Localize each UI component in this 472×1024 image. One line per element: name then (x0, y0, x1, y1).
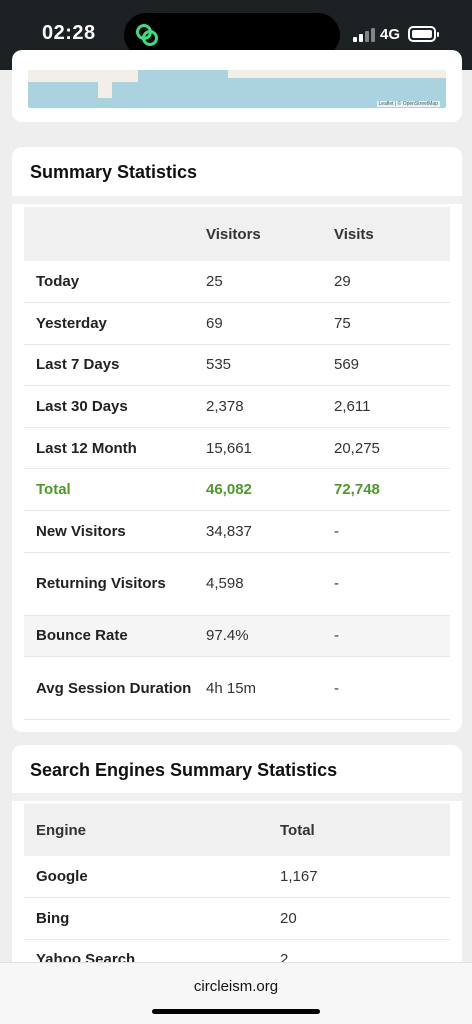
row-label: Today (24, 261, 194, 304)
visits-value: 20,275 (322, 427, 450, 470)
home-indicator[interactable] (152, 1009, 320, 1014)
visits-value: - (322, 552, 450, 616)
battery-icon (408, 26, 439, 42)
section-divider (12, 196, 462, 204)
url-text[interactable]: circleism.org (193, 978, 279, 995)
engine-name: Bing (24, 897, 268, 940)
visitors-value: 4h 15m (194, 656, 322, 721)
visits-value: 75 (322, 302, 450, 345)
visits-value: 29 (322, 261, 450, 304)
row-label: Total (24, 468, 194, 512)
visits-value: - (322, 615, 450, 658)
row-label: New Visitors (24, 510, 194, 553)
visitors-value: 97.4% (194, 615, 322, 658)
visitors-value: 46,082 (194, 468, 322, 512)
summary-statistics-card: Summary Statistics Visitors Visits Today… (12, 147, 462, 732)
search-engines-title: Search Engines Summary Statistics (30, 760, 338, 780)
total-row: Total 46,082 72,748 (24, 468, 450, 512)
row-label: Last 12 Month (24, 427, 194, 470)
summary-table: Visitors Visits Today 25 29 Yesterday 69… (24, 207, 450, 721)
browser-url-bar[interactable]: circleism.org (0, 962, 472, 1024)
visitors-value: 4,598 (194, 552, 322, 616)
table-row: Today 25 29 (24, 261, 450, 304)
engine-total: 20 (268, 897, 450, 940)
engine-name: Google (24, 856, 268, 899)
visits-value: 569 (322, 344, 450, 387)
visitors-value: 34,837 (194, 510, 322, 553)
table-row: Last 30 Days 2,378 2,611 (24, 385, 450, 428)
visitors-value: 15,661 (194, 427, 322, 470)
header-visits: Visits (322, 207, 450, 261)
table-row: Yesterday 69 75 (24, 302, 450, 345)
summary-title: Summary Statistics (30, 162, 198, 182)
table-row: New Visitors 34,837 - (24, 510, 450, 553)
visits-value: 2,611 (322, 385, 450, 428)
table-row: Last 12 Month 15,661 20,275 (24, 427, 450, 470)
summary-header-row: Visitors Visits (24, 207, 450, 261)
signal-icon (353, 27, 375, 42)
visits-value: - (322, 510, 450, 553)
dynamic-island[interactable] (124, 13, 340, 57)
table-row: Google 1,167 (24, 856, 450, 899)
header-total: Total (268, 804, 450, 856)
visitors-value: 2,378 (194, 385, 322, 428)
table-row: Bounce Rate 97.4% - (24, 615, 450, 658)
visits-value: 72,748 (322, 468, 450, 512)
status-time: 02:28 (42, 22, 96, 44)
visitors-value: 25 (194, 261, 322, 304)
visitors-value: 535 (194, 344, 322, 387)
table-row: Last 7 Days 535 569 (24, 344, 450, 387)
row-label: Last 7 Days (24, 344, 194, 387)
row-label: Returning Visitors (24, 552, 194, 616)
row-label: Last 30 Days (24, 385, 194, 428)
row-label: Bounce Rate (24, 615, 194, 658)
table-row: Bing 20 (24, 897, 450, 940)
search-engines-table: Engine Total Google 1,167 Bing 20 Yahoo … (24, 804, 450, 982)
visits-value: - (322, 656, 450, 721)
search-engines-card: Search Engines Summary Statistics Engine… (12, 745, 462, 985)
visitor-map[interactable]: Leaflet | © OpenStreetMap (28, 70, 446, 108)
engine-total: 1,167 (268, 856, 450, 899)
app-link-icon (136, 24, 158, 46)
row-label: Yesterday (24, 302, 194, 345)
visitors-value: 69 (194, 302, 322, 345)
section-divider (12, 793, 462, 801)
row-label: Avg Session Duration (24, 656, 194, 721)
map-attribution[interactable]: Leaflet | © OpenStreetMap (376, 101, 440, 107)
table-row: Avg Session Duration 4h 15m - (24, 656, 450, 721)
header-visitors: Visitors (194, 207, 322, 261)
table-row: Returning Visitors 4,598 - (24, 552, 450, 616)
network-type: 4G (380, 26, 401, 43)
map-card: Leaflet | © OpenStreetMap (12, 50, 462, 122)
header-engine: Engine (24, 804, 268, 856)
header-label (24, 207, 194, 261)
search-engines-header-row: Engine Total (24, 804, 450, 856)
